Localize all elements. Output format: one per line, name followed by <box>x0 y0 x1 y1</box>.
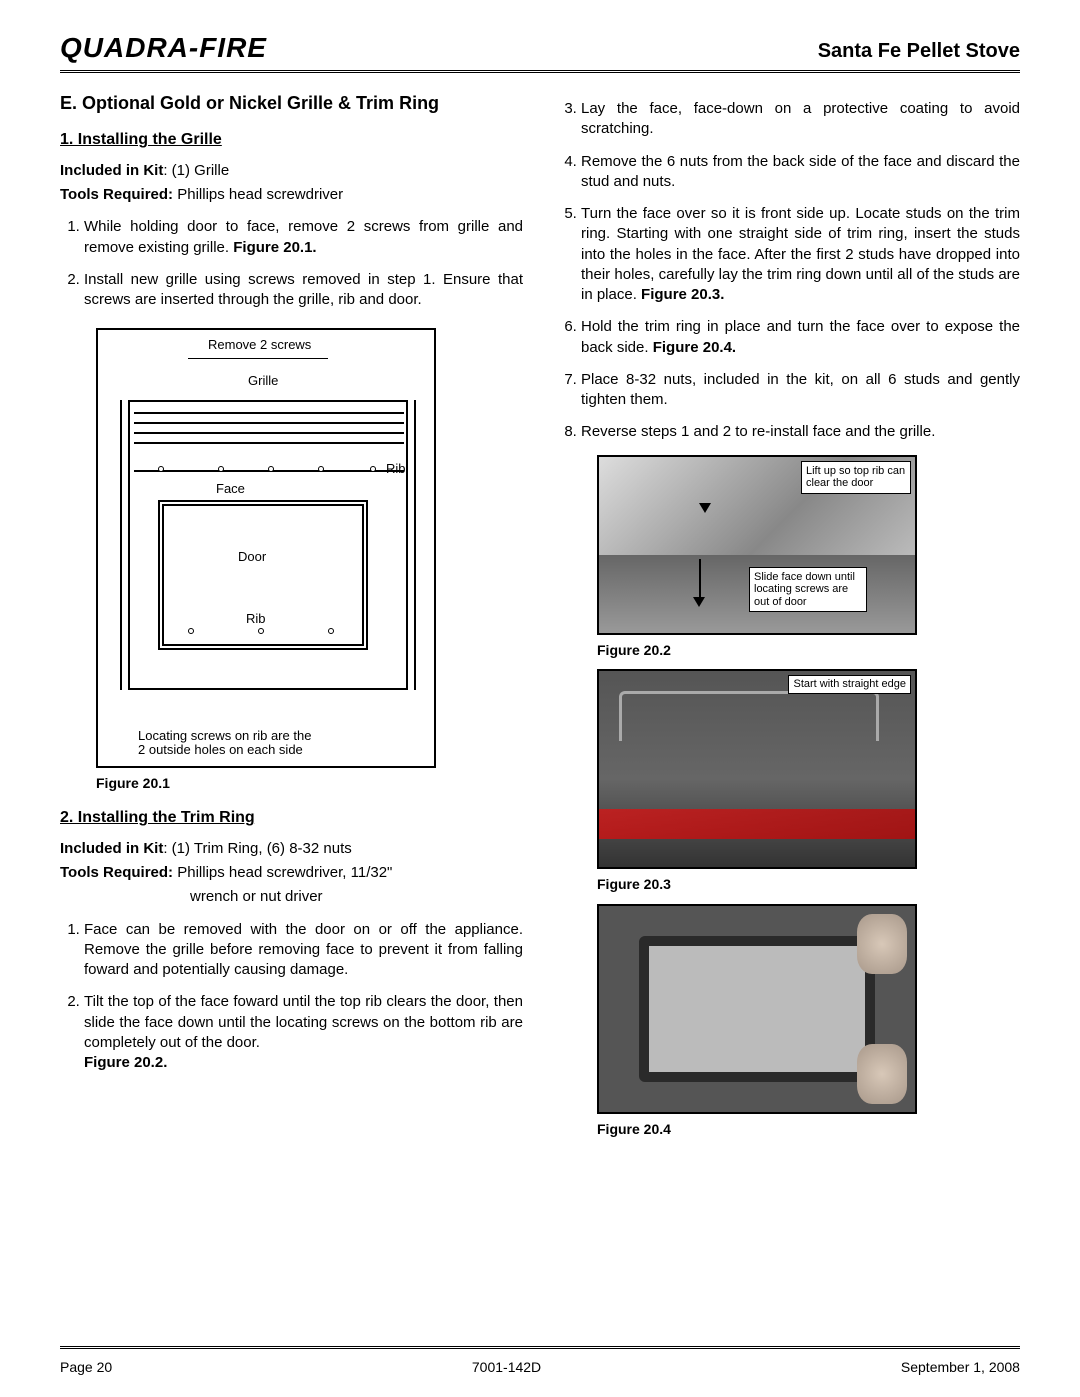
step-text: Face can be removed with the door on or … <box>84 921 523 979</box>
brand-logo: Quadra-Fire <box>60 32 267 64</box>
trimring-steps-cont: Lay the face, face-down on a protective … <box>557 99 1020 443</box>
tools-label-2: Tools Required: <box>60 864 173 881</box>
figure-20-4 <box>597 904 917 1114</box>
grille-step-2: Install new grille using screws removed … <box>84 270 523 311</box>
left-column: E. Optional Gold or Nickel Grille & Trim… <box>60 87 523 1145</box>
grille-step-1: While holding door to face, remove 2 scr… <box>84 217 523 258</box>
kit-line-2: Included in Kit: (1) Trim Ring, (6) 8-32… <box>60 839 523 859</box>
kit-value-2: : (1) Trim Ring, (6) 8-32 nuts <box>163 840 351 857</box>
tools-value: Phillips head screwdriver <box>173 186 343 203</box>
fig-label-door: Door <box>238 548 266 566</box>
step-text: Remove the 6 nuts from the back side of … <box>581 153 1020 190</box>
content-columns: E. Optional Gold or Nickel Grille & Trim… <box>60 87 1020 1145</box>
section-e-title: E. Optional Gold or Nickel Grille & Trim… <box>60 91 523 115</box>
tools-line-2b: wrench or nut driver <box>190 887 523 907</box>
footer-page: Page 20 <box>60 1359 112 1375</box>
trimring-step-1: Face can be removed with the door on or … <box>84 920 523 981</box>
fig-label-grille: Grille <box>248 372 278 390</box>
fig203-annot: Start with straight edge <box>788 675 911 694</box>
step-text: Hold the trim ring in place and turn the… <box>581 318 1020 355</box>
step-text: Lay the face, face-down on a protective … <box>581 100 1020 137</box>
kit-line-1: Included in Kit: (1) Grille <box>60 161 523 181</box>
subsection-2-title: 2. Installing the Trim Ring <box>60 807 523 829</box>
trimring-step-8: Reverse steps 1 and 2 to re-install face… <box>581 422 1020 442</box>
trimring-step-7: Place 8-32 nuts, included in the kit, on… <box>581 370 1020 411</box>
trimring-step-4: Remove the 6 nuts from the back side of … <box>581 152 1020 193</box>
tools-value-2b: wrench or nut driver <box>190 888 323 905</box>
figure-20-3-caption: Figure 20.3 <box>597 875 1020 894</box>
trimring-step-5: Turn the face over so it is front side u… <box>581 204 1020 305</box>
grille-steps: While holding door to face, remove 2 scr… <box>60 217 523 310</box>
tools-line-1: Tools Required: Phillips head screwdrive… <box>60 185 523 205</box>
subsection-1-title: 1. Installing the Grille <box>60 129 523 151</box>
figure-20-3: Start with straight edge <box>597 669 917 869</box>
step-text: Reverse steps 1 and 2 to re-install face… <box>581 423 935 440</box>
figure-ref: Figure 20.2. <box>84 1054 167 1071</box>
trimring-step-6: Hold the trim ring in place and turn the… <box>581 317 1020 358</box>
page: Quadra-Fire Santa Fe Pellet Stove E. Opt… <box>0 0 1080 1397</box>
step-text: Install new grille using screws removed … <box>84 271 523 308</box>
step-text: Tilt the top of the face foward until th… <box>84 993 523 1051</box>
tools-line-2: Tools Required: Phillips head screwdrive… <box>60 863 523 883</box>
figure-20-2: Lift up so top rib can clear the door Sl… <box>597 455 917 635</box>
step-text: Place 8-32 nuts, included in the kit, on… <box>581 371 1020 408</box>
footer: Page 20 7001-142D September 1, 2008 <box>60 1359 1020 1375</box>
fig202-annot-2: Slide face down until locating screws ar… <box>749 567 867 613</box>
footer-docnum: 7001-142D <box>472 1359 541 1375</box>
figure-20-4-caption: Figure 20.4 <box>597 1120 1020 1139</box>
page-header: Quadra-Fire Santa Fe Pellet Stove <box>60 32 1020 73</box>
kit-value: : (1) Grille <box>163 162 229 179</box>
fig-label-face: Face <box>216 480 245 498</box>
tools-label: Tools Required: <box>60 186 173 203</box>
kit-label: Included in Kit <box>60 162 163 179</box>
figure-20-1: Remove 2 screws Grille Face <box>96 328 436 768</box>
figure-ref: Figure 20.4. <box>653 339 736 356</box>
fig-note-2: 2 outside holes on each side <box>138 741 303 759</box>
fig-label-remove-screws: Remove 2 screws <box>208 336 311 354</box>
fig-label-rib-right: Rib <box>386 460 406 478</box>
product-name: Santa Fe Pellet Stove <box>818 40 1020 63</box>
figure-ref: Figure 20.1. <box>233 239 316 256</box>
figure-ref: Figure 20.3. <box>641 286 724 303</box>
fig-label-rib-bottom: Rib <box>246 610 266 628</box>
kit-label-2: Included in Kit <box>60 840 163 857</box>
figure-20-1-caption: Figure 20.1 <box>96 774 523 793</box>
right-column: Lay the face, face-down on a protective … <box>557 87 1020 1145</box>
footer-rule <box>60 1346 1020 1349</box>
trimring-step-3: Lay the face, face-down on a protective … <box>581 99 1020 140</box>
trimring-step-2: Tilt the top of the face foward until th… <box>84 992 523 1073</box>
fig202-annot-1: Lift up so top rib can clear the door <box>801 461 911 494</box>
trimring-steps: Face can be removed with the door on or … <box>60 920 523 1074</box>
tools-value-2a: Phillips head screwdriver, 11/32" <box>173 864 392 881</box>
footer-date: September 1, 2008 <box>901 1359 1020 1375</box>
figure-20-2-caption: Figure 20.2 <box>597 641 1020 660</box>
